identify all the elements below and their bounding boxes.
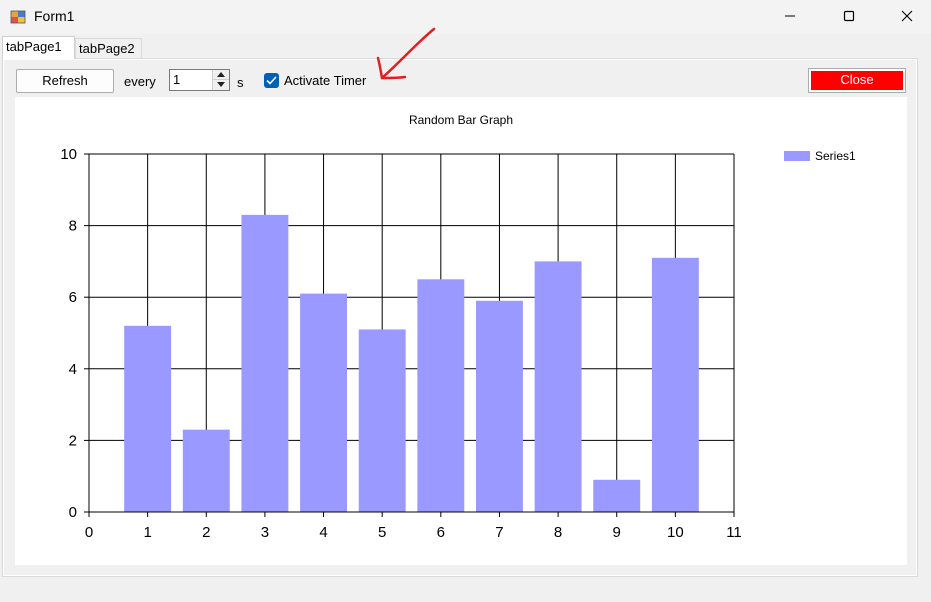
close-button-label: Close — [811, 71, 903, 90]
chart-legend: Series1 — [784, 149, 856, 163]
bottom-strip — [0, 578, 931, 602]
x-tick-label: 11 — [726, 524, 742, 541]
x-tick-labels: 0 1 2 3 4 5 6 7 8 9 10 11 — [85, 524, 742, 541]
bar-6 — [417, 279, 465, 512]
chart-title: Random Bar Graph — [409, 113, 513, 127]
bar-3 — [241, 214, 289, 513]
y-tick-label: 10 — [60, 146, 77, 163]
chart-svg: Random Bar Graph 0 1 2 3 4 5 6 7 8 9 10 11 0246810 … — [60, 113, 856, 541]
x-tick-label: 9 — [613, 524, 621, 541]
chevron-up-icon — [217, 72, 225, 77]
legend-swatch — [784, 151, 810, 161]
legend-label: Series1 — [815, 149, 856, 163]
close-icon — [901, 10, 913, 22]
close-window-button[interactable] — [884, 0, 930, 32]
minimize-icon — [785, 15, 795, 17]
tab-tabpage1[interactable]: tabPage1 — [2, 36, 75, 59]
minimize-button[interactable] — [767, 0, 813, 32]
seconds-label: s — [237, 75, 244, 90]
y-tick-label: 6 — [69, 289, 77, 306]
x-tick-label: 6 — [437, 524, 445, 541]
bar-2 — [182, 429, 230, 512]
y-tick-label: 2 — [69, 432, 77, 449]
maximize-button[interactable] — [826, 0, 872, 32]
annotation-arrow-icon — [376, 27, 436, 80]
y-tick-label: 4 — [69, 361, 77, 378]
bar-5 — [358, 329, 406, 512]
x-tick-label: 7 — [495, 524, 503, 541]
bar-9 — [593, 479, 641, 512]
bar-4 — [300, 293, 347, 512]
bar-chart: Random Bar Graph 0 1 2 3 4 5 6 7 8 9 10 11 0 2 4 6 8 10 … — [15, 97, 907, 565]
maximize-icon — [843, 10, 855, 22]
interval-stepper[interactable]: 1 — [169, 69, 230, 91]
window-title: Form1 — [34, 8, 75, 24]
y-tick-label: 8 — [69, 218, 77, 235]
x-tick-label: 2 — [202, 524, 210, 541]
activate-timer-checkbox[interactable] — [264, 73, 279, 88]
every-label: every — [124, 74, 156, 89]
bar-7 — [476, 300, 523, 512]
refresh-button[interactable]: Refresh — [16, 69, 114, 93]
tab-strip: tabPage1 tabPage2 — [0, 34, 931, 59]
bar-1 — [124, 325, 172, 512]
stepper-up-button[interactable] — [213, 70, 229, 80]
chevron-down-icon — [217, 82, 225, 87]
app-icon — [10, 9, 26, 25]
x-tick-label: 4 — [319, 524, 327, 541]
chart-bars — [124, 214, 699, 513]
bar-8 — [534, 261, 582, 512]
stepper-buttons — [212, 70, 229, 90]
x-tick-label: 8 — [554, 524, 562, 541]
bar-10 — [651, 257, 699, 512]
chart-axes — [84, 153, 735, 517]
x-tick-label: 0 — [85, 524, 93, 541]
tab-tabpage2[interactable]: tabPage2 — [75, 38, 142, 59]
interval-value[interactable]: 1 — [173, 72, 181, 87]
x-tick-label: 3 — [261, 524, 269, 541]
stepper-down-button[interactable] — [213, 80, 229, 90]
close-button[interactable]: Close — [808, 68, 906, 93]
y-tick-labels: 0 2 4 6 8 10 — [60, 146, 77, 521]
x-tick-label: 10 — [667, 524, 684, 541]
x-tick-label: 5 — [378, 524, 386, 541]
title-bar: Form1 — [0, 0, 931, 34]
x-tick-label: 1 — [143, 524, 151, 541]
checkmark-icon — [266, 76, 277, 85]
activate-timer-label[interactable]: Activate Timer — [284, 73, 367, 88]
y-tick-label: 0 — [69, 504, 77, 521]
